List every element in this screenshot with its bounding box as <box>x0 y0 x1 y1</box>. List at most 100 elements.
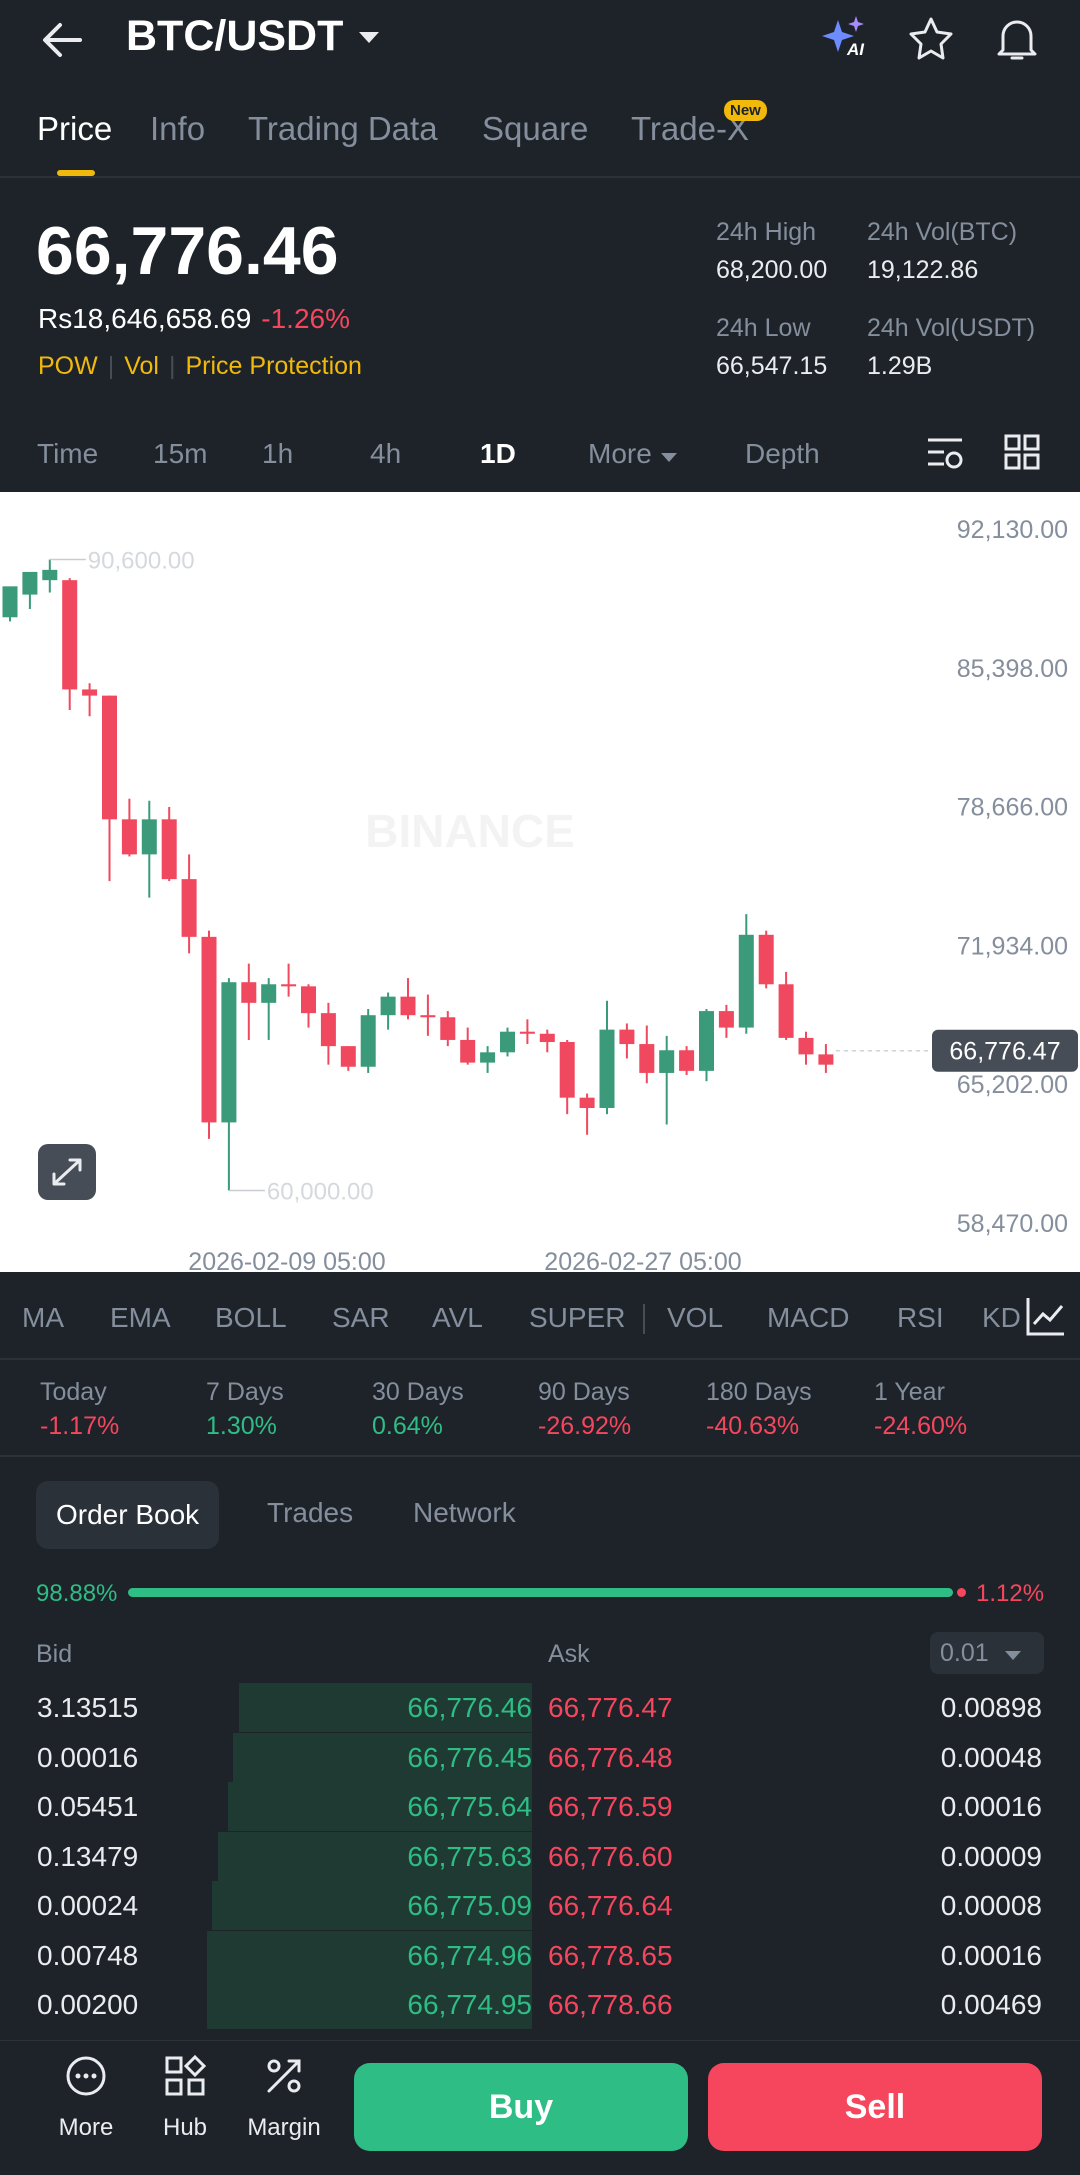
nav-margin[interactable]: Margin <box>246 2055 322 2142</box>
tab-trading-data[interactable]: Trading Data <box>248 110 438 147</box>
fullscreen-button[interactable] <box>38 1144 96 1200</box>
ind-ema[interactable]: EMA <box>110 1302 171 1333</box>
order-book-row[interactable]: 0.00748 66,774.96 66,778.65 0.00016 <box>0 1930 1080 1980</box>
bid-price: 66,775.63 <box>407 1840 532 1872</box>
order-book-row[interactable]: 0.00024 66,775.09 66,776.64 0.00008 <box>0 1881 1080 1930</box>
ask-quantity: 0.00469 <box>940 1989 1042 2020</box>
tf-1h[interactable]: 1h <box>262 438 294 469</box>
tf-15m[interactable]: 15m <box>153 438 208 469</box>
indicator-divider <box>643 1304 645 1334</box>
tf-4h[interactable]: 4h <box>370 438 402 469</box>
perf-value: 1.30% <box>206 1412 277 1440</box>
y-tick-label: 85,398.00 <box>957 655 1068 683</box>
ask-quantity: 0.00009 <box>940 1840 1042 1872</box>
star-icon[interactable] <box>908 16 954 62</box>
nav-hub[interactable]: Hub <box>155 2054 215 2142</box>
candle-body <box>360 1015 376 1067</box>
tag-pow[interactable]: POW <box>38 352 98 380</box>
new-badge: New <box>724 100 767 121</box>
candle-body <box>539 1033 555 1043</box>
x-tick-label: 2026-02-27 05:00 <box>544 1248 741 1272</box>
tab-price[interactable]: Price <box>37 110 113 147</box>
bid-price: 66,775.64 <box>407 1791 532 1822</box>
nav-more-label: More <box>58 2114 114 2141</box>
ask-price: 66,778.66 <box>548 1989 673 2020</box>
bid-price: 66,776.46 <box>407 1692 532 1723</box>
candle-body <box>420 1015 436 1018</box>
ind-super[interactable]: SUPER <box>529 1302 626 1333</box>
order-book-row[interactable]: 0.00200 66,774.95 66,778.66 0.00469 <box>0 1980 1080 2029</box>
candle-body <box>460 1039 476 1063</box>
candle-body <box>559 1042 575 1098</box>
ind-vol[interactable]: VOL <box>667 1302 724 1333</box>
tab-info[interactable]: Info <box>150 110 206 147</box>
bid-quantity: 0.05451 <box>37 1791 139 1822</box>
nav-more[interactable]: More <box>56 2055 116 2142</box>
grid-layout-icon[interactable] <box>1004 434 1040 470</box>
bid-ratio: 98.88% <box>36 1580 118 1607</box>
tf-1d[interactable]: 1D <box>480 438 516 469</box>
candlestick-chart[interactable]: BINANCE 92,130.00 85,398.00 78,666.00 71,934… <box>0 492 1080 1272</box>
bid-price: 66,776.45 <box>407 1741 532 1773</box>
tag-price-protection[interactable]: Price Protection <box>185 352 362 380</box>
chart-canvas: BINANCE 92,130.00 85,398.00 78,666.00 71,934… <box>2 516 1078 1272</box>
indicator-settings-icon[interactable] <box>1024 1294 1068 1338</box>
y-tick-label: 78,666.00 <box>957 794 1068 822</box>
order-book-row[interactable]: 0.05451 66,775.64 66,776.59 0.00016 <box>0 1782 1080 1831</box>
candle-body <box>82 689 98 696</box>
perf-label: 180 Days <box>706 1378 812 1406</box>
high-value: 68,200.00 <box>716 256 828 284</box>
tab-square[interactable]: Square <box>482 110 589 147</box>
candle-body <box>718 1011 734 1028</box>
sell-button[interactable]: Sell <box>708 2063 1042 2151</box>
tf-time[interactable]: Time <box>37 438 99 469</box>
tab-trades[interactable]: Trades <box>267 1497 354 1528</box>
tab-network[interactable]: Network <box>413 1497 516 1528</box>
y-tick-label: 92,130.00 <box>957 516 1068 544</box>
pair-selector[interactable]: BTC/USDT <box>126 12 381 61</box>
ind-avl[interactable]: AVL <box>432 1302 483 1333</box>
order-book-row[interactable]: 0.13479 66,775.63 66,776.60 0.00009 <box>0 1831 1080 1881</box>
candle-body <box>121 819 137 855</box>
perf-label: 90 Days <box>538 1378 630 1406</box>
ind-kd[interactable]: KD <box>982 1302 1021 1333</box>
order-book-row[interactable]: 0.00016 66,776.45 66,776.48 0.00048 <box>0 1732 1080 1782</box>
bid-depth-bar <box>239 1683 532 1732</box>
ask-header: Ask <box>548 1640 590 1668</box>
tf-more[interactable]: More <box>588 438 678 470</box>
candle-body <box>380 996 396 1016</box>
candle-body <box>320 1013 336 1047</box>
ask-quantity: 0.00048 <box>940 1741 1042 1773</box>
chart-settings-icon[interactable] <box>926 434 964 472</box>
section-divider <box>0 1455 1080 1457</box>
bid-quantity: 0.00024 <box>37 1890 139 1921</box>
candle-body <box>758 934 774 985</box>
tag-vol[interactable]: Vol <box>124 352 159 380</box>
ind-sar[interactable]: SAR <box>332 1302 390 1333</box>
ind-rsi[interactable]: RSI <box>897 1302 944 1333</box>
candle-body <box>2 586 18 618</box>
ai-sparkle-icon[interactable]: AI <box>820 14 870 64</box>
caret-down-icon <box>359 31 380 43</box>
ask-quantity: 0.00016 <box>940 1791 1042 1822</box>
tf-depth[interactable]: Depth <box>745 438 820 469</box>
bid-ratio-bar <box>128 1588 953 1597</box>
precision-select[interactable]: 0.01 <box>930 1632 1044 1674</box>
buy-button[interactable]: Buy <box>354 2063 688 2151</box>
ind-ma[interactable]: MA <box>22 1302 64 1333</box>
back-arrow-icon[interactable] <box>40 20 84 60</box>
perf-value: -1.17% <box>40 1412 120 1440</box>
ai-label: AI <box>847 40 864 59</box>
bell-icon[interactable] <box>995 14 1039 62</box>
ask-price: 66,776.64 <box>548 1890 673 1921</box>
pair-name: BTC/USDT <box>126 12 344 60</box>
ind-boll[interactable]: BOLL <box>215 1302 287 1333</box>
perf-value: -26.92% <box>538 1412 632 1440</box>
y-tick-label: 71,934.00 <box>957 932 1068 960</box>
tab-order-book[interactable]: Order Book <box>36 1481 220 1549</box>
candle-body <box>500 1031 515 1053</box>
candle-body <box>440 1017 456 1040</box>
ind-macd[interactable]: MACD <box>767 1302 850 1333</box>
ask-price: 66,776.59 <box>548 1791 673 1822</box>
order-book-row[interactable]: 3.13515 66,776.46 66,776.47 0.00898 <box>0 1683 1080 1732</box>
